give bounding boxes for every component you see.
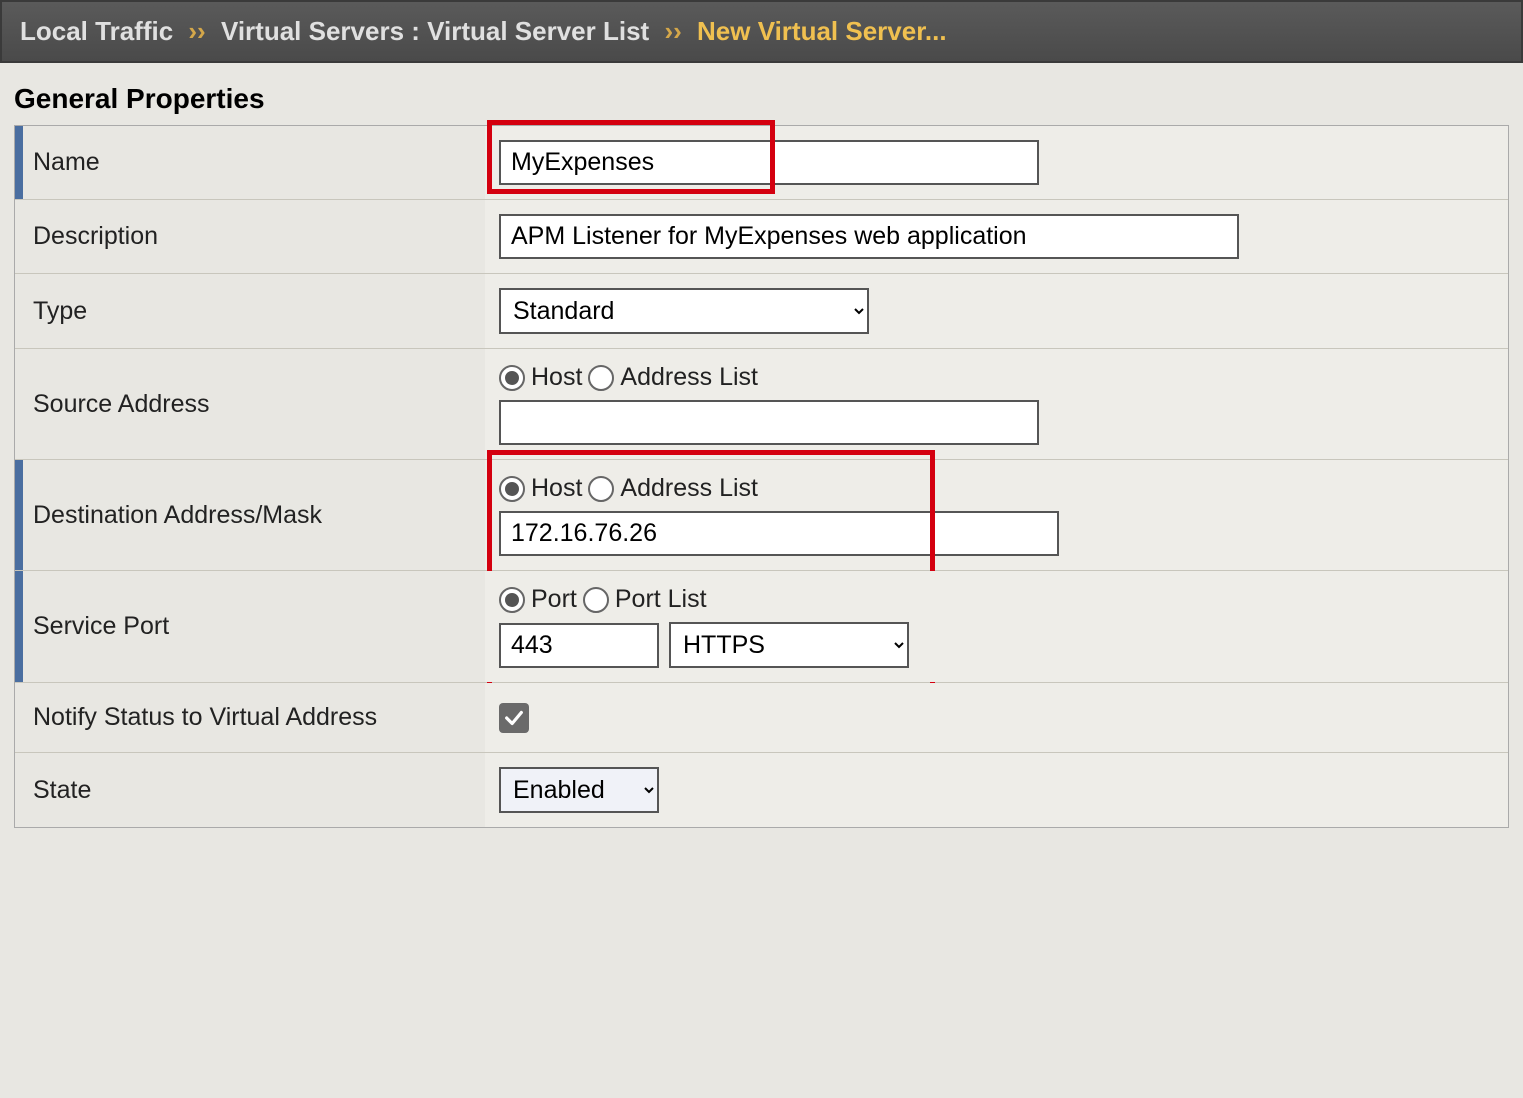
source-address-input[interactable] <box>499 400 1039 445</box>
description-input[interactable] <box>499 214 1239 259</box>
label-name: Name <box>15 126 485 199</box>
radio-dest-host[interactable] <box>499 476 525 502</box>
service-port-input[interactable] <box>499 623 659 668</box>
service-protocol-select[interactable]: HTTPS <box>669 622 909 668</box>
section-title: General Properties <box>0 63 1523 125</box>
name-input[interactable] <box>499 140 1039 185</box>
check-icon <box>503 707 525 729</box>
label-service-port: Service Port <box>15 571 485 682</box>
label-notify-status: Notify Status to Virtual Address <box>15 683 485 752</box>
radio-source-host[interactable] <box>499 365 525 391</box>
breadcrumb-part[interactable]: Local Traffic <box>20 16 173 46</box>
radio-label: Host <box>531 363 582 392</box>
radio-port[interactable] <box>499 587 525 613</box>
radio-dest-address-list[interactable] <box>588 476 614 502</box>
breadcrumb-current: New Virtual Server... <box>697 16 947 46</box>
chevron-icon: ›› <box>664 16 681 46</box>
radio-label: Address List <box>620 363 758 392</box>
breadcrumb: Local Traffic ›› Virtual Servers : Virtu… <box>0 0 1523 63</box>
radio-port-list[interactable] <box>583 587 609 613</box>
destination-address-input[interactable] <box>499 511 1059 556</box>
properties-form: Name Description Type Standard Source Ad… <box>14 125 1509 828</box>
radio-label: Port <box>531 585 577 614</box>
type-select[interactable]: Standard <box>499 288 869 334</box>
label-state: State <box>15 753 485 827</box>
label-destination-address: Destination Address/Mask <box>15 460 485 570</box>
chevron-icon: ›› <box>188 16 205 46</box>
notify-status-checkbox[interactable] <box>499 703 529 733</box>
state-select[interactable]: Enabled <box>499 767 659 813</box>
label-description: Description <box>15 200 485 273</box>
radio-source-address-list[interactable] <box>588 365 614 391</box>
label-type: Type <box>15 274 485 348</box>
radio-label: Host <box>531 474 582 503</box>
breadcrumb-part[interactable]: Virtual Servers : Virtual Server List <box>221 16 649 46</box>
radio-label: Port List <box>615 585 707 614</box>
radio-label: Address List <box>620 474 758 503</box>
label-source-address: Source Address <box>15 349 485 459</box>
